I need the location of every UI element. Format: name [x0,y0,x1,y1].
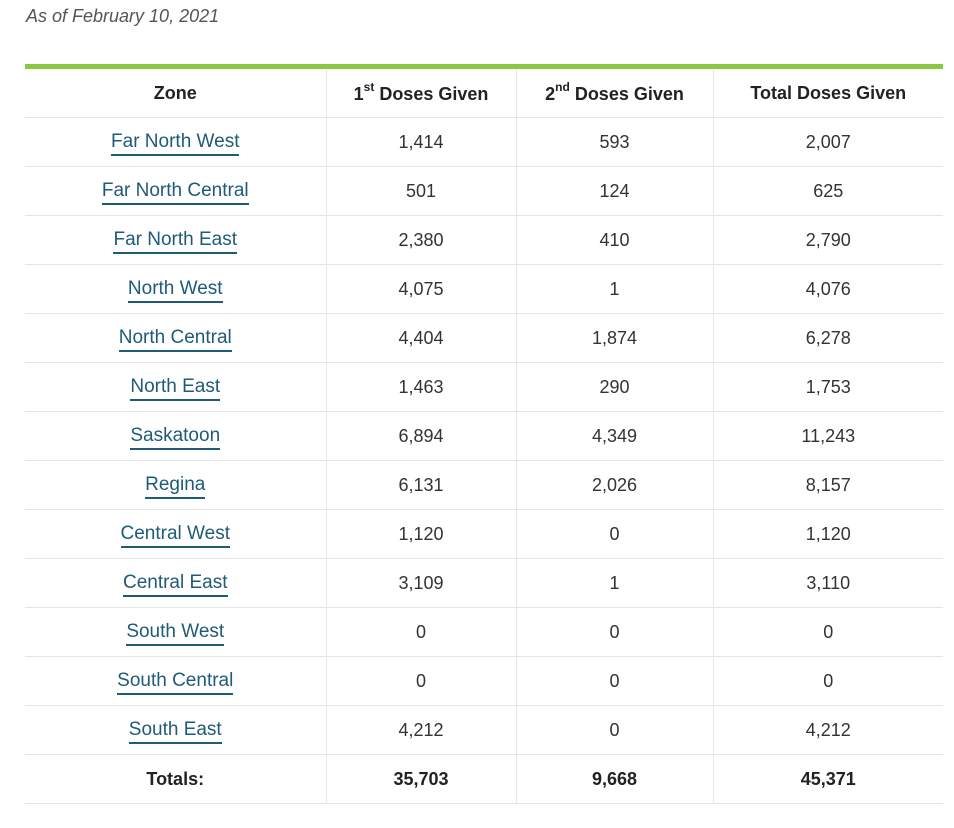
zone-link-saskatoon[interactable]: Saskatoon [130,425,221,450]
header-first-sup: st [363,79,375,94]
table-row: Central West 1,120 0 1,120 [25,509,943,559]
first-doses-cell: 1,120 [325,509,516,559]
doses-table-container: Zone 1st Doses Given 2nd Doses Given Tot… [25,64,943,804]
zone-cell: North East [25,362,326,412]
first-doses-cell: 6,894 [325,411,516,461]
doses-table: Zone 1st Doses Given 2nd Doses Given Tot… [25,69,943,804]
totals-total-doses: 45,371 [712,754,943,804]
second-doses-cell: 1 [515,558,713,608]
table-header-row: Zone 1st Doses Given 2nd Doses Given Tot… [25,69,943,118]
zone-link-north-east[interactable]: North East [130,376,221,401]
zone-cell: South East [25,705,326,755]
zone-cell: South West [25,607,326,657]
zone-link-north-central[interactable]: North Central [118,327,232,352]
header-second-doses: 2nd Doses Given [515,69,713,118]
second-doses-cell: 0 [515,607,713,657]
totals-second-doses: 9,668 [515,754,713,804]
total-doses-cell: 2,790 [712,215,943,265]
second-doses-cell: 1,874 [515,313,713,363]
first-doses-cell: 6,131 [325,460,516,510]
zone-cell: Far North Central [25,166,326,216]
zone-cell: South Central [25,656,326,706]
total-doses-cell: 3,110 [712,558,943,608]
as-of-date-caption: As of February 10, 2021 [26,6,220,26]
zone-link-far-north-west[interactable]: Far North West [111,131,240,156]
table-row: North East 1,463 290 1,753 [25,362,943,412]
second-doses-cell: 290 [515,362,713,412]
zone-link-south-west[interactable]: South West [126,621,225,646]
total-doses-cell: 2,007 [712,117,943,167]
second-doses-cell: 124 [515,166,713,216]
first-doses-cell: 1,463 [325,362,516,412]
table-row: Central East 3,109 1 3,110 [25,558,943,608]
table-row: South Central 0 0 0 [25,656,943,706]
zone-link-south-east[interactable]: South East [128,719,222,744]
total-doses-cell: 625 [712,166,943,216]
zone-cell: Far North East [25,215,326,265]
first-doses-cell: 4,404 [325,313,516,363]
totals-first-doses: 35,703 [325,754,516,804]
total-doses-cell: 1,753 [712,362,943,412]
total-doses-cell: 4,212 [712,705,943,755]
table-accent-bar [25,64,943,69]
zone-cell: Central West [25,509,326,559]
header-zone: Zone [25,69,326,118]
table-row: Far North East 2,380 410 2,790 [25,215,943,265]
total-doses-cell: 1,120 [712,509,943,559]
zone-link-far-north-east[interactable]: Far North East [113,229,238,254]
table-row: South West 0 0 0 [25,607,943,657]
table-row: Saskatoon 6,894 4,349 11,243 [25,411,943,461]
header-second-num: 2 [545,83,556,104]
zone-link-central-east[interactable]: Central East [122,572,228,597]
first-doses-cell: 4,075 [325,264,516,314]
total-doses-cell: 4,076 [712,264,943,314]
zone-link-regina[interactable]: Regina [145,474,206,499]
table-row: North West 4,075 1 4,076 [25,264,943,314]
first-doses-cell: 501 [325,166,516,216]
table-row: Far North West 1,414 593 2,007 [25,117,943,167]
table-row: North Central 4,404 1,874 6,278 [25,313,943,363]
header-first-doses: 1st Doses Given [325,69,516,118]
table-row: South East 4,212 0 4,212 [25,705,943,755]
zone-cell: Saskatoon [25,411,326,461]
total-doses-cell: 6,278 [712,313,943,363]
zone-cell: Regina [25,460,326,510]
zone-cell: North Central [25,313,326,363]
zone-cell: Central East [25,558,326,608]
first-doses-cell: 0 [325,607,516,657]
total-doses-cell: 0 [712,607,943,657]
second-doses-cell: 4,349 [515,411,713,461]
zone-link-far-north-central[interactable]: Far North Central [101,180,249,205]
second-doses-cell: 1 [515,264,713,314]
zone-link-central-west[interactable]: Central West [120,523,230,548]
totals-row: Totals: 35,703 9,668 45,371 [25,754,943,804]
second-doses-cell: 0 [515,656,713,706]
first-doses-cell: 3,109 [325,558,516,608]
zone-link-north-west[interactable]: North West [127,278,223,303]
zone-link-south-central[interactable]: South Central [117,670,234,695]
second-doses-cell: 410 [515,215,713,265]
first-doses-cell: 4,212 [325,705,516,755]
header-first-rest: Doses Given [374,83,489,104]
second-doses-cell: 0 [515,705,713,755]
first-doses-cell: 2,380 [325,215,516,265]
table-row: Regina 6,131 2,026 8,157 [25,460,943,510]
second-doses-cell: 2,026 [515,460,713,510]
total-doses-cell: 8,157 [712,460,943,510]
table-row: Far North Central 501 124 625 [25,166,943,216]
total-doses-cell: 0 [712,656,943,706]
totals-label: Totals: [25,754,326,804]
total-doses-cell: 11,243 [712,411,943,461]
first-doses-cell: 1,414 [325,117,516,167]
header-second-sup: nd [555,79,570,94]
first-doses-cell: 0 [325,656,516,706]
zone-cell: North West [25,264,326,314]
header-total-doses: Total Doses Given [712,69,943,118]
zone-cell: Far North West [25,117,326,167]
second-doses-cell: 0 [515,509,713,559]
header-first-num: 1 [353,83,364,104]
header-second-rest: Doses Given [569,83,684,104]
second-doses-cell: 593 [515,117,713,167]
